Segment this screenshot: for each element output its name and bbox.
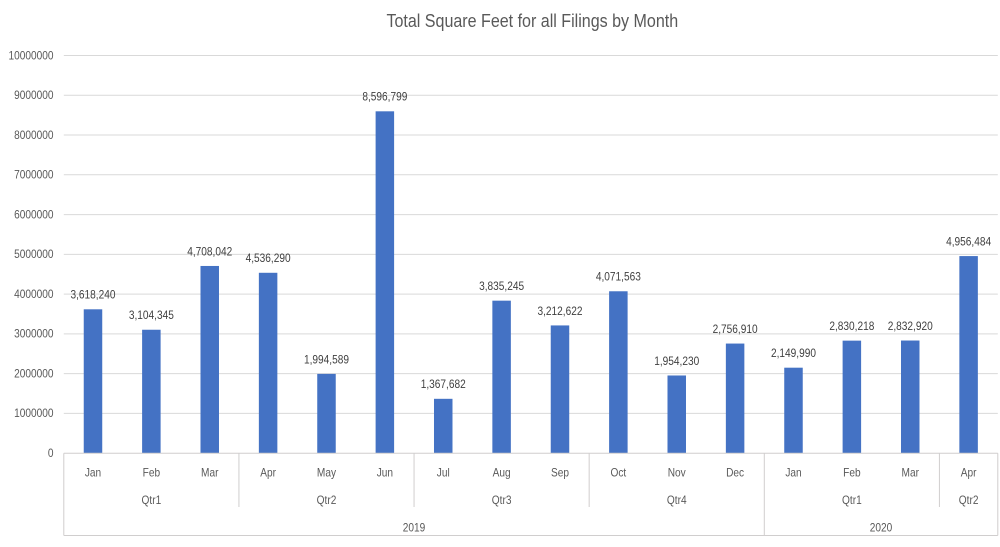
svg-text:May: May: [317, 467, 337, 480]
svg-text:Qtr1: Qtr1: [842, 494, 862, 507]
svg-text:Dec: Dec: [726, 467, 745, 480]
svg-text:2,832,920: 2,832,920: [888, 320, 933, 333]
svg-text:Qtr1: Qtr1: [142, 494, 162, 507]
svg-text:Jul: Jul: [437, 467, 450, 480]
svg-text:Apr: Apr: [260, 467, 276, 480]
svg-text:3,835,245: 3,835,245: [479, 281, 524, 294]
svg-text:1,367,682: 1,367,682: [421, 379, 466, 392]
svg-text:Jan: Jan: [785, 467, 801, 480]
svg-text:Apr: Apr: [961, 467, 977, 480]
svg-text:Nov: Nov: [668, 467, 687, 480]
svg-text:Feb: Feb: [143, 467, 160, 480]
svg-text:Jan: Jan: [85, 467, 101, 480]
svg-text:4000000: 4000000: [14, 288, 53, 301]
svg-text:Mar: Mar: [201, 467, 219, 480]
svg-text:2020: 2020: [870, 522, 893, 535]
svg-text:10000000: 10000000: [8, 50, 53, 63]
svg-text:4,956,484: 4,956,484: [946, 236, 991, 249]
svg-text:Aug: Aug: [493, 467, 511, 480]
svg-text:8,596,799: 8,596,799: [362, 91, 407, 104]
svg-text:Jun: Jun: [377, 467, 393, 480]
svg-text:1,994,589: 1,994,589: [304, 354, 349, 367]
svg-text:Qtr2: Qtr2: [959, 494, 979, 507]
svg-text:3,618,240: 3,618,240: [70, 289, 115, 302]
svg-text:2,756,910: 2,756,910: [713, 323, 758, 336]
svg-text:Qtr3: Qtr3: [492, 494, 512, 507]
svg-text:Sep: Sep: [551, 467, 569, 480]
svg-text:4,071,563: 4,071,563: [596, 271, 641, 284]
svg-text:1000000: 1000000: [14, 408, 53, 421]
svg-text:Total Square Feet for all Fili: Total Square Feet for all Filings by Mon…: [386, 10, 678, 31]
svg-text:5000000: 5000000: [14, 249, 53, 262]
svg-text:4,708,042: 4,708,042: [187, 246, 232, 259]
svg-text:9000000: 9000000: [14, 90, 53, 103]
svg-text:2019: 2019: [403, 522, 426, 535]
svg-text:2,830,218: 2,830,218: [829, 320, 874, 333]
svg-text:Oct: Oct: [610, 467, 626, 480]
svg-text:6000000: 6000000: [14, 209, 53, 222]
svg-text:7000000: 7000000: [14, 169, 53, 182]
svg-text:3000000: 3000000: [14, 328, 53, 341]
svg-text:8000000: 8000000: [14, 129, 53, 142]
svg-text:2000000: 2000000: [14, 368, 53, 381]
svg-text:4,536,290: 4,536,290: [246, 253, 291, 266]
svg-text:3,104,345: 3,104,345: [129, 310, 174, 323]
svg-text:2,149,990: 2,149,990: [771, 348, 816, 361]
svg-text:Qtr2: Qtr2: [317, 494, 337, 507]
svg-text:Mar: Mar: [902, 467, 920, 480]
svg-text:Qtr4: Qtr4: [667, 494, 687, 507]
svg-text:0: 0: [48, 447, 54, 460]
svg-text:3,212,622: 3,212,622: [537, 305, 582, 318]
svg-text:1,954,230: 1,954,230: [654, 355, 699, 368]
svg-text:Feb: Feb: [843, 467, 860, 480]
